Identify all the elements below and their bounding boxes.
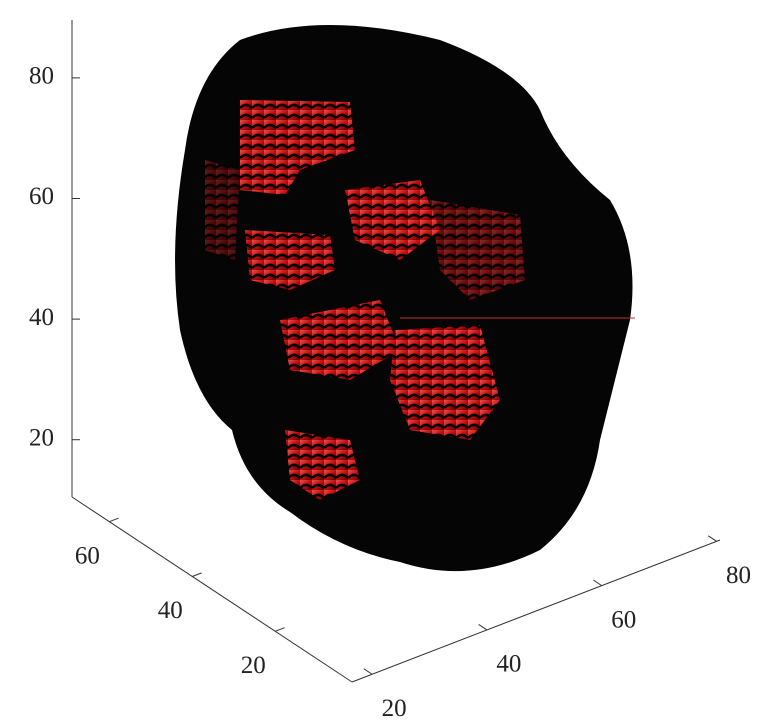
x-axis	[351, 539, 721, 683]
z-tick-label: 80	[29, 63, 54, 90]
x-tick-label: 40	[496, 651, 521, 678]
z-tick-label: 20	[29, 424, 54, 451]
y-tick-label: 20	[241, 652, 266, 679]
y-axis	[71, 496, 353, 683]
x-tick-label: 80	[726, 562, 751, 589]
y-tick-label: 60	[75, 542, 100, 569]
x-tick	[707, 535, 717, 542]
x-tick	[363, 668, 373, 675]
y-tick	[275, 627, 285, 632]
surface-patch	[205, 160, 240, 260]
x-tick-label: 20	[382, 695, 407, 722]
surface-patch	[430, 200, 525, 300]
y-tick	[192, 572, 202, 577]
x-tick	[593, 579, 603, 587]
surface-patch	[390, 325, 500, 440]
x-tick	[478, 624, 488, 631]
z-tick-label: 60	[29, 183, 54, 210]
surface-patch	[285, 430, 360, 500]
y-tick-label: 40	[158, 597, 183, 624]
surface-patch	[280, 300, 400, 380]
z-tick-label: 40	[29, 304, 54, 331]
surface-patch	[240, 100, 355, 195]
y-tick	[109, 517, 119, 523]
surface-patch	[345, 180, 440, 260]
surface	[175, 25, 635, 572]
surface-patch	[245, 230, 335, 290]
axes: 20 40 60 80 20 40 60 20 40 60 80	[29, 20, 751, 722]
x-tick-label: 60	[611, 606, 636, 633]
